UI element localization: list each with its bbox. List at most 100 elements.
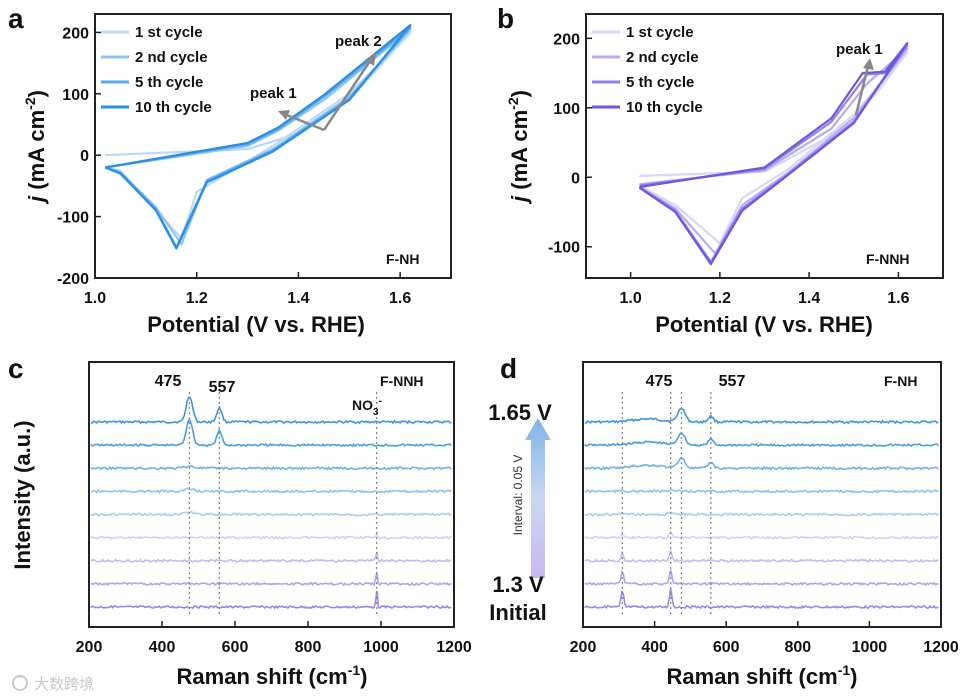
panel-d: 200 400 600 800 1000 1200 475 557 F-NH Raman … — [570, 361, 959, 689]
panel-d-xtick-label-3: 800 — [784, 639, 811, 656]
panel-d-xlabel-close: ) — [850, 664, 857, 689]
panel-c-spectrum-8 — [90, 572, 452, 587]
panel-b-ylabel-sup: -2 — [505, 97, 521, 110]
panel-label-b: b — [497, 3, 514, 34]
panel-d-xtick-label-1: 400 — [641, 639, 668, 656]
panel-b-xtick-label-0: 1.0 — [620, 290, 642, 307]
panel-a-legend-label-4: 10 th cycle — [135, 99, 212, 116]
panel-b-ylabel-j: j — [507, 195, 532, 205]
panel-c: 200 400 600 800 1000 1200 475 557 F-NNH NO3- … — [10, 361, 472, 689]
panel-a-ylabel-close: ) — [24, 90, 49, 97]
gradient-bottom-label-2: Initial — [489, 600, 546, 625]
panel-d-xlabel-sup: -1 — [838, 662, 851, 678]
panel-c-spectrum-6 — [90, 531, 452, 541]
panel-c-xtick-label-2: 600 — [222, 639, 249, 656]
panel-b-legend-label-4: 10 th cycle — [626, 99, 703, 116]
panel-c-xlabel-main: Raman shift (cm — [177, 664, 348, 689]
panel-c-xtick-label-5: 1200 — [436, 639, 472, 656]
panel-c-spectrum-2 — [90, 419, 452, 448]
panel-c-ylabel: Intensity (a.u.) — [10, 420, 35, 569]
panel-b-series-2 — [638, 47, 909, 255]
panel-d-peak-557: 557 — [719, 373, 746, 390]
panel-c-xtick-label-4: 1000 — [363, 639, 399, 656]
panel-d-xtick-label-4: 1000 — [852, 639, 888, 656]
panel-b-legend-label-1: 1 st cycle — [626, 24, 694, 41]
gradient-bottom-label-1: 1.3 V — [492, 572, 544, 597]
panel-d-xtick-label-5: 1200 — [923, 639, 959, 656]
panel-c-peak-557: 557 — [209, 379, 236, 396]
panel-a-xtick-label-3: 1.6 — [389, 290, 411, 307]
panel-a-arrow-peak2-head — [365, 52, 376, 66]
panel-b-legend-label-3: 5 th cycle — [626, 74, 694, 91]
panel-a-ytick-label-4: -200 — [57, 271, 89, 288]
potential-gradient-arrow: 1.65 V Interval: 0.05 V 1.3 V Initial — [488, 400, 552, 625]
panel-a-xlabel: Potential (V vs. RHE) — [147, 312, 365, 337]
panel-d-spectrum-1 — [584, 408, 939, 425]
gradient-top-label: 1.65 V — [488, 400, 552, 425]
panel-c-no3-base: NO — [352, 397, 373, 413]
panel-d-peak-475: 475 — [646, 373, 673, 390]
panel-d-frame — [582, 361, 942, 628]
panel-d-spectrum-9 — [584, 588, 939, 610]
panel-b-xlabel: Potential (V vs. RHE) — [655, 312, 873, 337]
panel-a-ylabel-unit: (mA cm — [24, 110, 49, 196]
panel-a-arrow-peak1-head — [278, 110, 290, 120]
panel-d-spectrum-8 — [584, 569, 939, 587]
panel-b: 1.0 1.2 1.4 1.6 200 100 0 -100 1 st cycle 2 nd c… — [505, 13, 944, 337]
panel-d-xlabel: Raman shift (cm-1) — [667, 662, 858, 689]
panel-b-series-4 — [638, 42, 909, 266]
panel-c-spectrum-4 — [90, 487, 452, 494]
panel-c-spectrum-3 — [90, 464, 452, 471]
panel-label-a: a — [8, 3, 24, 34]
watermark-text: 大数跨境 — [34, 675, 94, 693]
watermark-logo-icon — [12, 675, 28, 691]
panel-d-spectrum-5 — [584, 511, 940, 517]
panel-b-series-1 — [638, 51, 909, 245]
panel-c-sample-label: F-NNH — [380, 373, 424, 389]
panel-d-xtick-label-0: 200 — [570, 639, 597, 656]
panel-c-spectrum-7 — [90, 551, 452, 563]
panel-a: 1.0 1.2 1.4 1.6 200 100 0 -100 -200 1 st cycle 2 … — [22, 13, 452, 337]
watermark: 大数跨境 — [12, 675, 94, 693]
panel-a-ytick-label-0: 200 — [62, 25, 89, 42]
panel-a-ylabel-j: j — [24, 195, 49, 205]
panel-b-peak1-label: peak 1 — [836, 41, 883, 58]
panel-b-arrow-peak1-head — [863, 58, 874, 70]
panel-d-spectrum-2 — [584, 432, 940, 448]
panel-a-ylabel: j (mA cm-2) — [22, 90, 49, 205]
gradient-arrow-shape — [525, 418, 551, 578]
panel-b-xtick-label-3: 1.6 — [887, 290, 909, 307]
panel-b-xtick-label-2: 1.4 — [798, 290, 820, 307]
panel-a-peak1-label: peak 1 — [250, 85, 297, 102]
panel-a-xtick-label-2: 1.4 — [287, 290, 309, 307]
panel-c-peak-475: 475 — [155, 373, 182, 390]
panel-d-spectrum-3 — [584, 457, 939, 471]
panel-c-no3-sub: 3 — [373, 407, 379, 418]
panel-a-arrow-peak1 — [281, 111, 325, 132]
panel-c-xlabel: Raman shift (cm-1) — [177, 662, 368, 689]
panel-c-xlabel-close: ) — [360, 664, 367, 689]
panel-a-arrow-peak2 — [322, 57, 374, 131]
panel-a-legend-label-3: 5 th cycle — [135, 74, 203, 91]
panel-b-ytick-label-2: 0 — [571, 170, 580, 187]
panel-c-frame — [88, 361, 455, 628]
panel-c-no3-sup: - — [379, 396, 382, 407]
panel-b-legend-label-2: 2 nd cycle — [626, 49, 699, 66]
panel-d-xtick-label-2: 600 — [713, 639, 740, 656]
gradient-interval-label: Interval: 0.05 V — [511, 455, 525, 536]
panel-b-ytick-label-3: -100 — [548, 240, 580, 257]
panel-b-sample-label: F-NNH — [866, 251, 910, 267]
panel-b-arrow-peak1 — [854, 65, 870, 116]
panel-b-xtick-label-1: 1.2 — [709, 290, 731, 307]
panel-d-spectrum-6 — [584, 530, 939, 541]
panel-b-frame — [585, 13, 944, 279]
panel-a-xtick-label-0: 1.0 — [84, 290, 106, 307]
panel-b-ytick-label-1: 100 — [553, 101, 580, 118]
panel-a-ytick-label-1: 100 — [62, 87, 89, 104]
panel-c-xtick-label-1: 400 — [149, 639, 176, 656]
panel-c-spectrum-5 — [90, 510, 452, 517]
panel-a-legend-label-2: 2 nd cycle — [135, 49, 208, 66]
panel-d-spectrum-4 — [584, 488, 940, 494]
panel-c-xtick-label-3: 800 — [295, 639, 322, 656]
